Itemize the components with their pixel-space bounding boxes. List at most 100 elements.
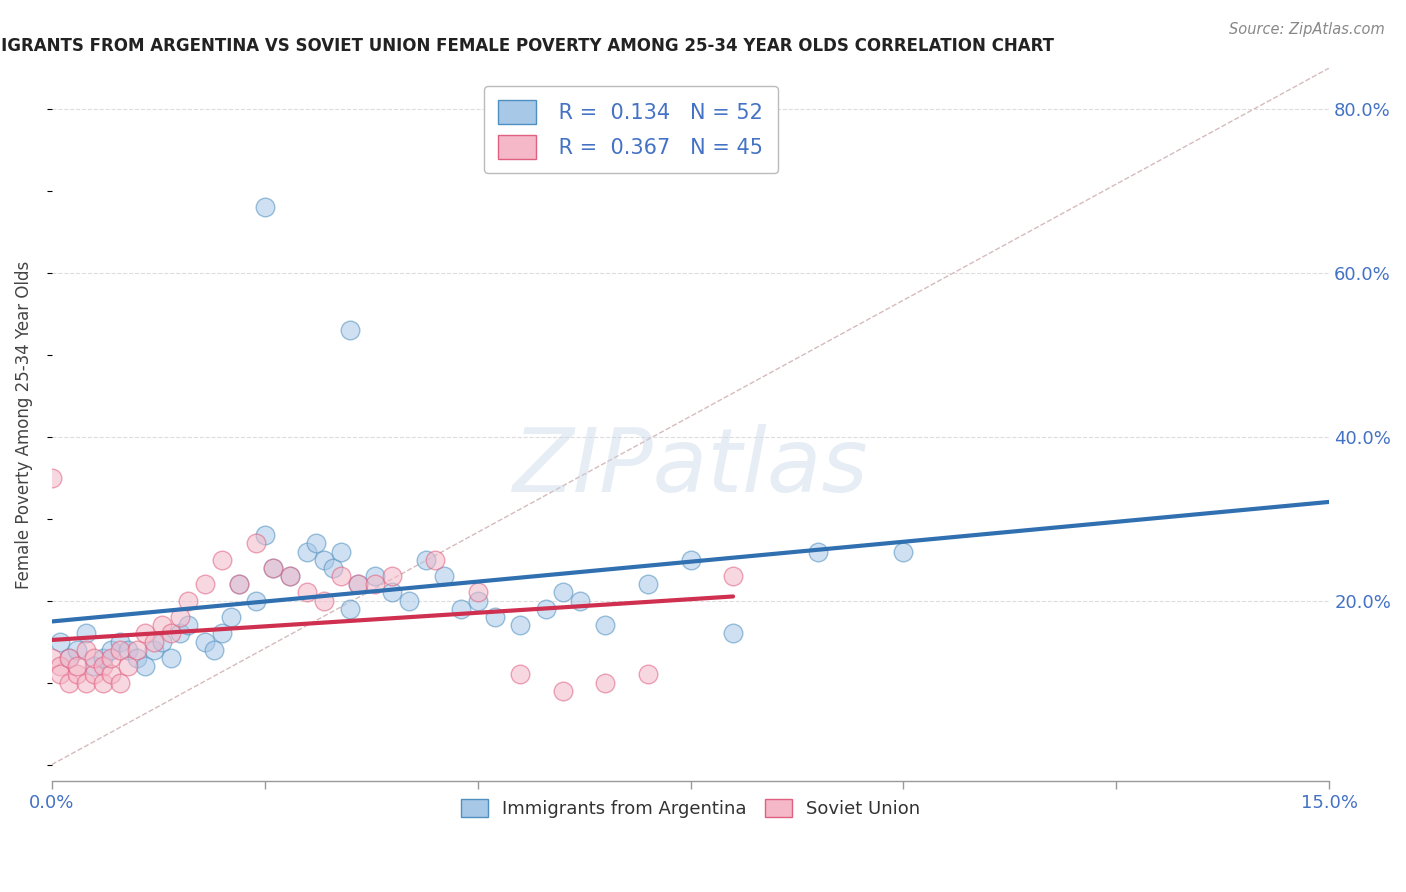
Point [108, 675, 131, 690]
Legend: Immigrants from Argentina, Soviet Union: Immigrants from Argentina, Soviet Union [453, 792, 928, 825]
Y-axis label: Female Poverty Among 25-34 Year Olds: Female Poverty Among 25-34 Year Olds [15, 260, 32, 589]
Point [595, 618, 617, 632]
Point [152, 618, 174, 632]
Point [66, 667, 89, 681]
Point [893, 544, 915, 558]
Point [322, 561, 344, 575]
Point [534, 602, 557, 616]
Point [194, 634, 217, 648]
Point [637, 577, 659, 591]
Point [262, 561, 284, 575]
Point [330, 544, 353, 558]
Point [595, 675, 617, 690]
Point [347, 577, 370, 591]
Point [637, 667, 659, 681]
Point [160, 626, 183, 640]
Point [381, 569, 404, 583]
Point [49, 634, 72, 648]
Point [169, 626, 191, 640]
Point [467, 593, 489, 607]
Point [807, 544, 830, 558]
Point [177, 618, 200, 632]
Point [211, 626, 233, 640]
Point [83, 651, 105, 665]
Point [721, 569, 744, 583]
Text: ZIPatlas: ZIPatlas [513, 425, 869, 510]
Point [568, 593, 591, 607]
Point [314, 593, 336, 607]
Point [467, 585, 489, 599]
Point [83, 667, 105, 681]
Point [347, 577, 370, 591]
Point [415, 552, 437, 566]
Point [305, 536, 328, 550]
Point [100, 667, 122, 681]
Point [142, 634, 165, 648]
Point [211, 552, 233, 566]
Point [364, 569, 387, 583]
Point [253, 200, 276, 214]
Text: IMMIGRANTS FROM ARGENTINA VS SOVIET UNION FEMALE POVERTY AMONG 25-34 YEAR OLDS C: IMMIGRANTS FROM ARGENTINA VS SOVIET UNIO… [0, 37, 1054, 55]
Point [381, 585, 404, 599]
Point [91, 651, 114, 665]
Point [75, 643, 97, 657]
Point [125, 651, 148, 665]
Point [551, 683, 574, 698]
Point [202, 643, 225, 657]
Point [228, 577, 250, 591]
Point [91, 659, 114, 673]
Point [509, 667, 531, 681]
Point [117, 643, 139, 657]
Point [91, 675, 114, 690]
Point [169, 610, 191, 624]
Point [253, 528, 276, 542]
Point [228, 577, 250, 591]
Point [117, 659, 139, 673]
Point [278, 569, 301, 583]
Point [134, 659, 156, 673]
Point [75, 675, 97, 690]
Point [339, 602, 361, 616]
Point [679, 552, 702, 566]
Point [83, 659, 105, 673]
Point [142, 643, 165, 657]
Point [423, 552, 446, 566]
Point [245, 593, 267, 607]
Point [245, 536, 267, 550]
Point [194, 577, 217, 591]
Point [125, 643, 148, 657]
Text: Source: ZipAtlas.com: Source: ZipAtlas.com [1229, 22, 1385, 37]
Point [297, 544, 319, 558]
Point [108, 634, 131, 648]
Point [177, 593, 200, 607]
Point [551, 585, 574, 599]
Point [75, 626, 97, 640]
Point [108, 643, 131, 657]
Point [432, 569, 454, 583]
Point [66, 659, 89, 673]
Point [152, 634, 174, 648]
Point [484, 610, 506, 624]
Point [49, 667, 72, 681]
Point [262, 561, 284, 575]
Point [41, 471, 63, 485]
Point [364, 577, 387, 591]
Point [58, 651, 80, 665]
Point [314, 552, 336, 566]
Point [160, 651, 183, 665]
Point [219, 610, 242, 624]
Point [330, 569, 353, 583]
Point [509, 618, 531, 632]
Point [398, 593, 420, 607]
Point [278, 569, 301, 583]
Point [721, 626, 744, 640]
Point [297, 585, 319, 599]
Point [66, 643, 89, 657]
Point [339, 323, 361, 337]
Point [100, 643, 122, 657]
Point [100, 651, 122, 665]
Point [41, 651, 63, 665]
Point [49, 659, 72, 673]
Point [58, 651, 80, 665]
Point [58, 675, 80, 690]
